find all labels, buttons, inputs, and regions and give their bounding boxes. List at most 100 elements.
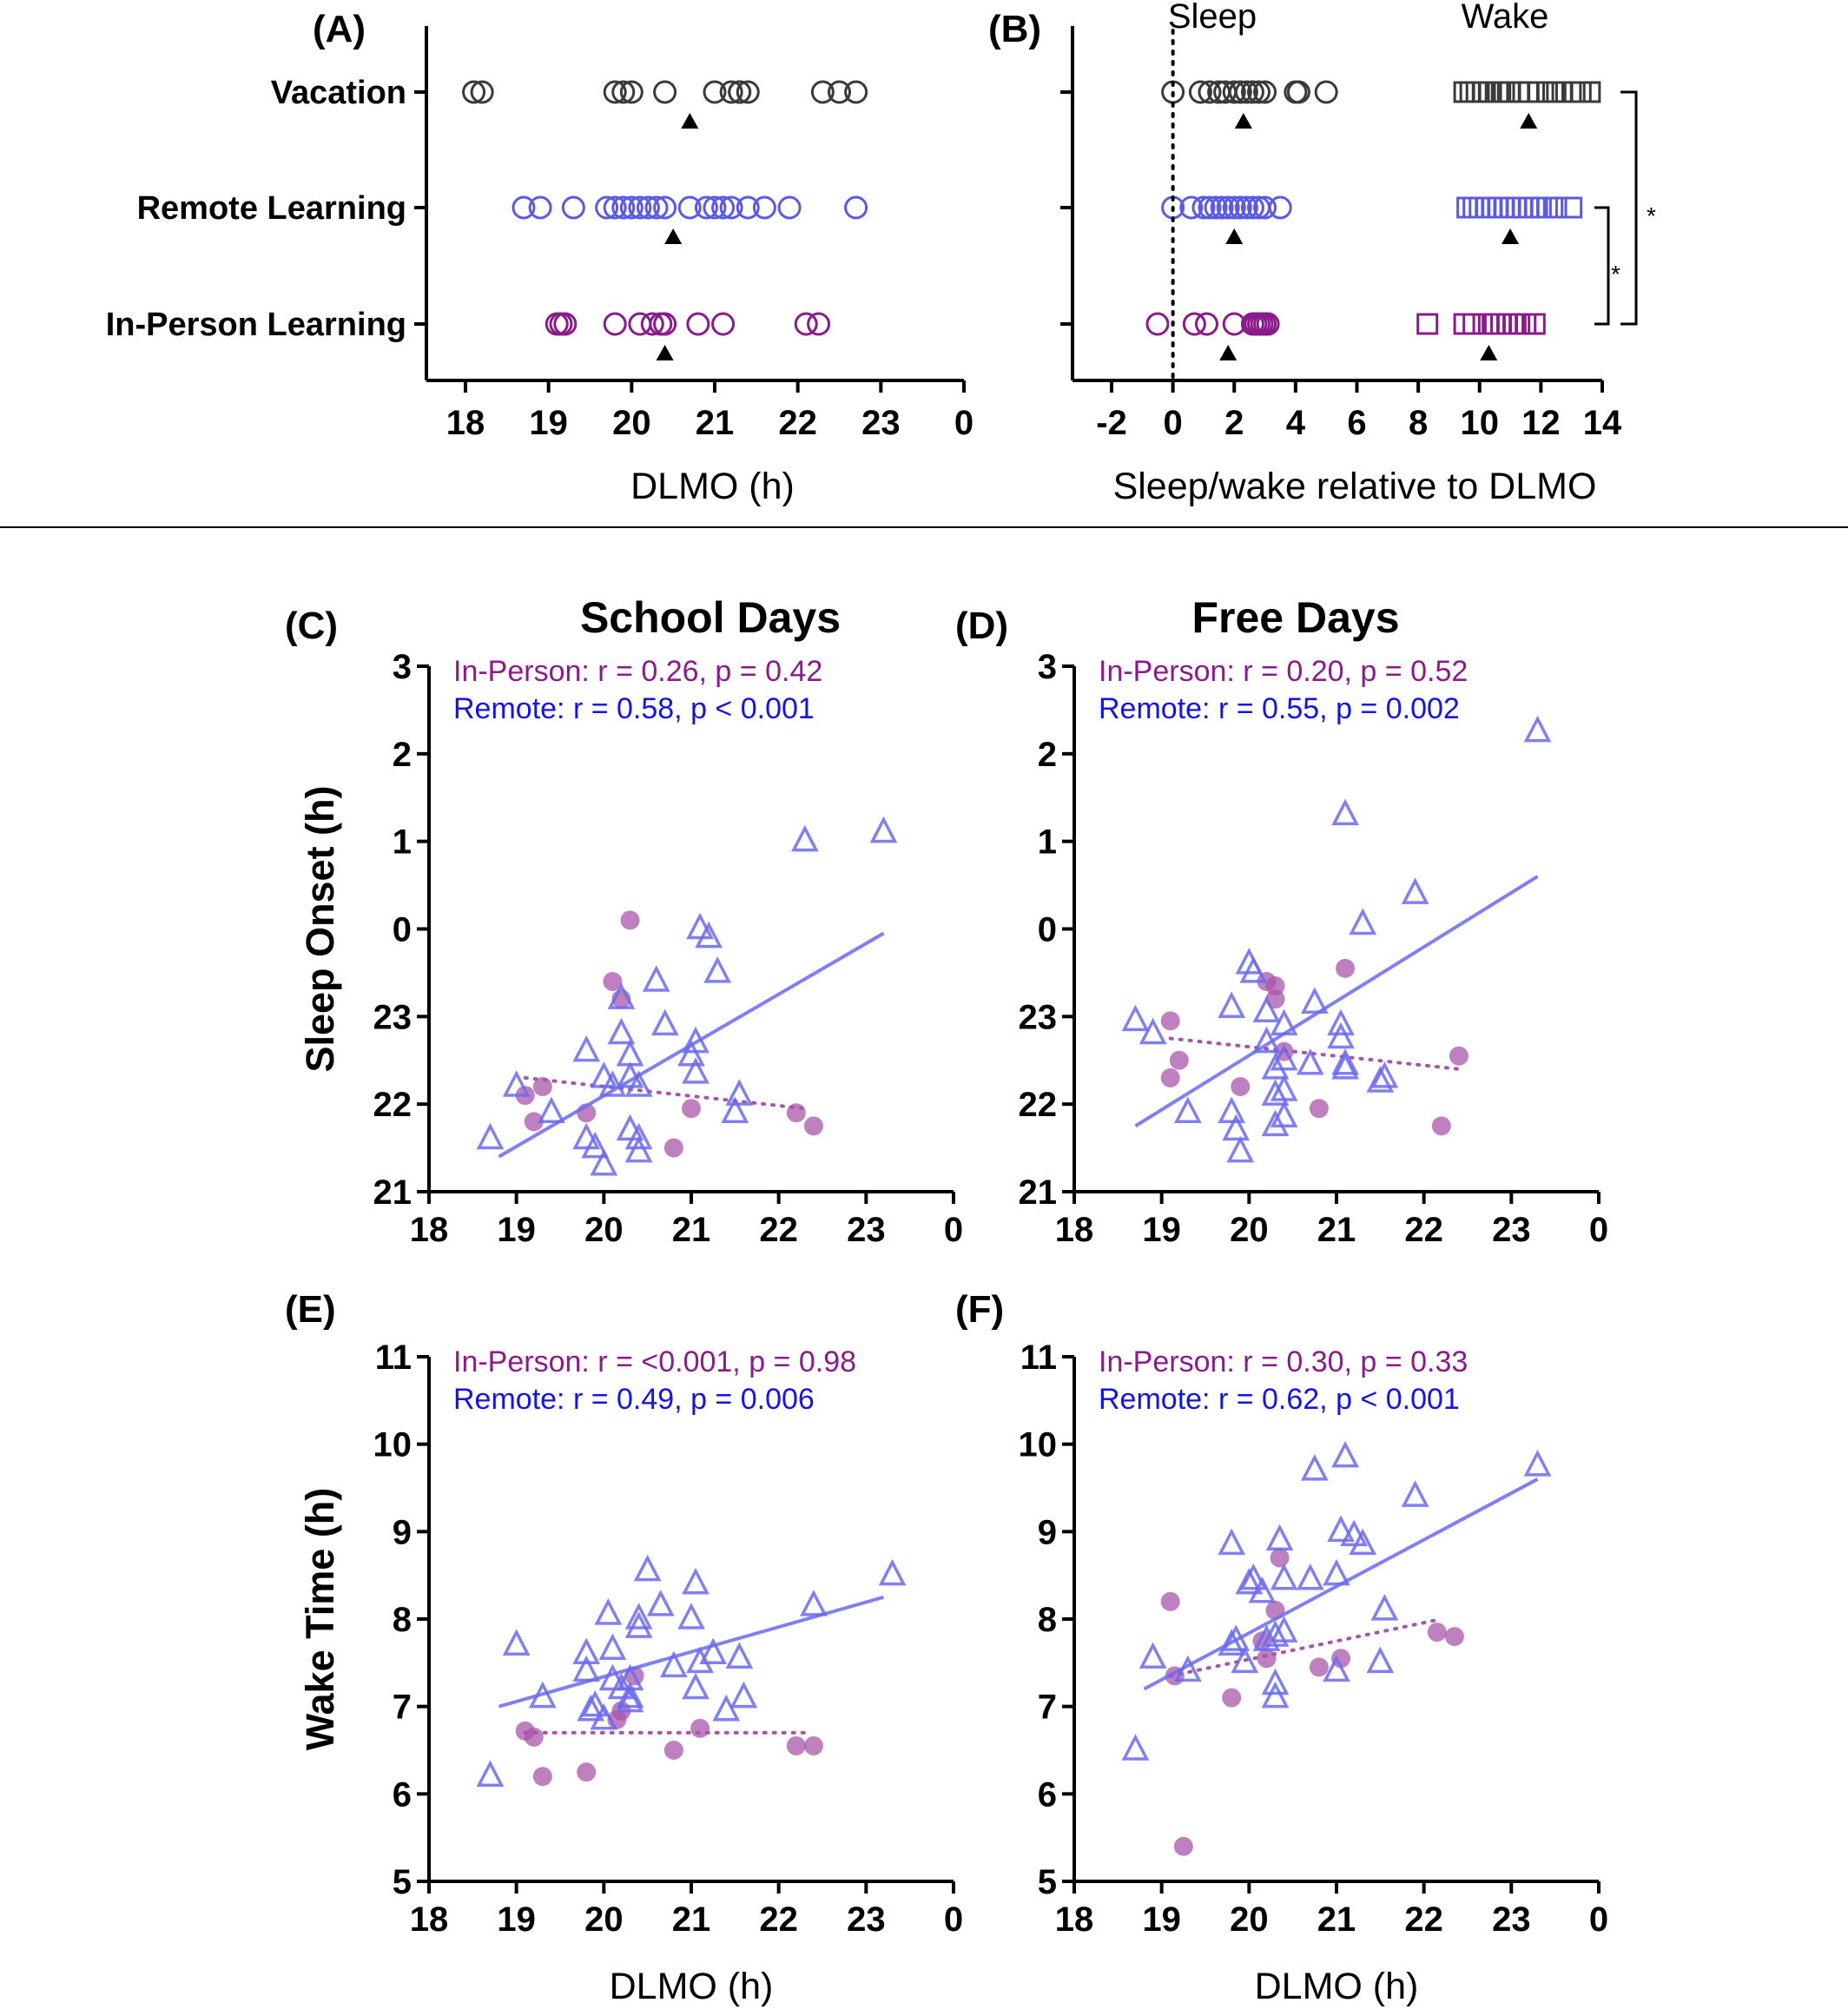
data-point-circle <box>1198 80 1222 104</box>
y-tick-label: 0 <box>393 911 412 949</box>
stat-inperson: In-Person: r = 0.30, p = 0.33 <box>1099 1345 1468 1378</box>
data-point-remote <box>790 824 819 852</box>
data-point-remote <box>1270 1563 1298 1590</box>
data-point-circle <box>528 195 552 220</box>
data-point-remote <box>1300 1454 1329 1481</box>
data-point-remote <box>624 1122 653 1150</box>
data-point-remote <box>607 982 636 1009</box>
data-point-circle <box>1179 195 1204 220</box>
data-point-circle <box>512 195 536 220</box>
data-point-square <box>1579 81 1601 103</box>
y-tick-label: 11 <box>375 1338 412 1377</box>
data-point-remote <box>721 1096 749 1123</box>
data-point-circle <box>611 80 636 104</box>
data-point-square <box>1475 196 1497 219</box>
data-point-square <box>1561 196 1583 219</box>
x-tick-label: 2 <box>1224 404 1244 442</box>
y-tick-label: 22 <box>373 1086 412 1124</box>
data-point-remote <box>1331 1048 1359 1075</box>
x-axis-label: DLMO (h) <box>1255 1966 1419 2007</box>
data-point-remote <box>1349 1528 1377 1556</box>
data-point-square <box>1465 81 1488 103</box>
data-point-square <box>1456 196 1479 219</box>
y-tick-label: 10 <box>373 1426 412 1464</box>
data-point-square <box>1462 313 1485 335</box>
data-point-remote <box>624 1135 653 1163</box>
data-point-remote <box>642 965 670 992</box>
data-point-remote <box>699 1637 728 1665</box>
data-point-remote <box>1218 991 1246 1018</box>
x-axis-label: DLMO (h) <box>630 466 795 507</box>
data-point-remote <box>1296 1048 1324 1075</box>
x-tick-label: 23 <box>847 1900 886 1939</box>
data-point-remote <box>607 1017 636 1045</box>
x-tick-label: 18 <box>446 404 485 442</box>
data-point-square <box>1468 196 1491 219</box>
data-point-circle <box>619 80 644 104</box>
data-point-circle <box>677 195 702 220</box>
data-point-circle <box>1253 80 1277 104</box>
data-point-inperson <box>620 910 640 930</box>
data-point-square <box>1499 196 1521 219</box>
data-point-inperson <box>786 1735 806 1755</box>
panel-label-d: (D) <box>955 605 1008 647</box>
fit-line-inperson <box>1168 1036 1461 1071</box>
data-point-square <box>1511 196 1534 219</box>
data-point-circle <box>1240 195 1264 220</box>
data-point-remote <box>1331 1053 1359 1080</box>
data-point-circle <box>1182 312 1206 336</box>
data-point-remote <box>1349 908 1377 935</box>
fit-line-inperson <box>1168 1617 1443 1678</box>
data-point-remote <box>1366 1646 1395 1674</box>
data-point-circle <box>1194 312 1218 336</box>
data-point-inperson <box>524 1112 544 1132</box>
data-point-inperson <box>1449 1046 1468 1066</box>
data-point-circle <box>686 312 710 336</box>
y-tick-label: 9 <box>393 1513 412 1551</box>
data-point-remote <box>1366 1066 1395 1093</box>
data-point-remote <box>581 1131 610 1159</box>
x-tick-label: 22 <box>778 404 817 442</box>
y-tick-label: 2 <box>393 736 412 774</box>
y-tick-label: 9 <box>1038 1513 1057 1551</box>
data-point-inperson <box>682 1099 701 1119</box>
data-point-inperson <box>1331 1649 1351 1669</box>
data-point-inperson <box>1160 1591 1180 1611</box>
data-point-circle <box>1247 80 1270 104</box>
data-point-remote <box>682 1057 710 1084</box>
data-point-remote <box>572 1637 601 1665</box>
data-point-square <box>1459 81 1482 103</box>
data-point-circle <box>553 312 578 336</box>
data-point-remote <box>878 1558 907 1586</box>
data-point-circle <box>728 80 752 104</box>
data-point-remote <box>590 1148 618 1176</box>
x-tick-label: 0 <box>944 1900 963 1939</box>
data-point-inperson <box>786 1103 806 1123</box>
y-tick-label: 0 <box>1038 911 1057 949</box>
data-point-circle <box>611 195 636 220</box>
data-point-circle <box>1240 80 1264 104</box>
data-point-remote <box>1270 1101 1298 1128</box>
data-point-remote <box>1296 1563 1324 1590</box>
data-point-inperson <box>532 1077 552 1096</box>
significance-star: * <box>1611 261 1620 288</box>
y-tick-label: 6 <box>1038 1775 1057 1814</box>
data-point-remote <box>624 1603 653 1629</box>
x-tick-label: 20 <box>584 1900 624 1939</box>
mean-marker-triangle <box>1225 228 1244 244</box>
data-point-remote <box>598 1633 627 1660</box>
data-point-remote <box>1231 1646 1259 1674</box>
data-point-remote <box>1370 1594 1399 1621</box>
x-tick-label: 23 <box>861 404 901 442</box>
stat-remote: Remote: r = 0.55, p = 0.002 <box>1099 692 1460 725</box>
data-point-remote <box>712 1694 741 1722</box>
data-point-circle <box>1256 312 1280 336</box>
data-point-remote <box>1523 1450 1552 1477</box>
data-point-remote <box>677 1039 705 1067</box>
data-point-remote <box>1173 1655 1202 1682</box>
x-tick-label: 19 <box>497 1900 536 1939</box>
y-tick-label: 1 <box>393 823 412 862</box>
data-point-circle <box>1228 195 1252 220</box>
x-tick-label: 19 <box>529 404 568 442</box>
data-point-circle <box>619 195 644 220</box>
